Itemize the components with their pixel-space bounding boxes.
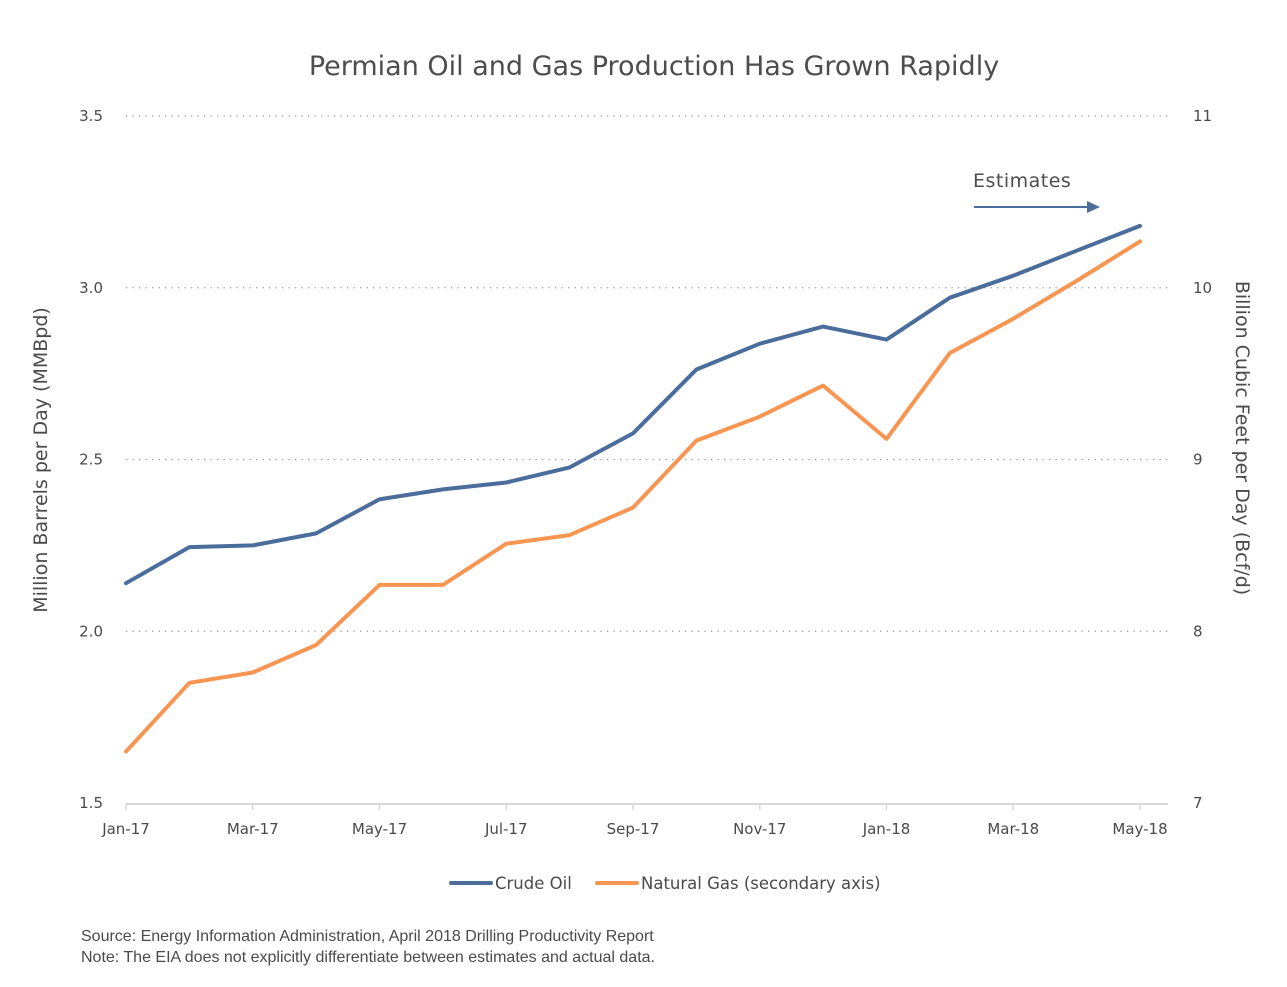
estimates-annotation: Estimates xyxy=(973,170,1100,213)
natural-gas-line xyxy=(124,239,1142,754)
y2-tick-label: 8 xyxy=(1193,622,1203,640)
y-tick-label: 3.5 xyxy=(79,107,103,125)
y-axis-title-left: Million Barrels per Day (MMBpd) xyxy=(30,307,52,613)
y-axis-left: 1.5 2.0 2.5 3.0 3.5 xyxy=(79,107,103,812)
y-tick-label: 1.5 xyxy=(79,794,103,812)
legend-label: Crude Oil xyxy=(495,874,572,893)
x-tick-label: Nov-17 xyxy=(733,820,786,838)
x-tick-label: Sep-17 xyxy=(607,820,660,838)
crude-oil-line xyxy=(124,223,1142,586)
gridlines xyxy=(126,115,1168,632)
footer: Source: Energy Information Administratio… xyxy=(81,926,655,968)
source-note: Source: Energy Information Administratio… xyxy=(81,928,654,945)
x-tick-label: May-18 xyxy=(1112,820,1167,838)
x-tick-label: Jul-17 xyxy=(484,820,528,838)
x-axis: Jan-17 Mar-17 May-17 Jul-17 Sep-17 Nov-17 Jan-… xyxy=(101,803,1168,838)
x-tick-label: Jan-17 xyxy=(101,820,150,838)
x-tick-label: May-17 xyxy=(352,820,407,838)
chart-title: Permian Oil and Gas Production Has Grown… xyxy=(309,51,999,82)
y-tick-label: 2.5 xyxy=(79,451,103,469)
estimates-label: Estimates xyxy=(973,170,1071,192)
y-tick-label: 2.0 xyxy=(79,622,103,640)
data-note: Note: The EIA does not explicitly differ… xyxy=(81,949,655,966)
x-tick-label: Jan-18 xyxy=(862,820,911,838)
y-tick-label: 3.0 xyxy=(79,279,103,297)
y2-tick-label: 10 xyxy=(1193,279,1212,297)
x-tick-label: Mar-18 xyxy=(987,820,1039,838)
y-axis-right: 7 8 9 10 11 xyxy=(1193,107,1212,812)
legend-label: Natural Gas (secondary axis) xyxy=(641,874,881,893)
y-axis-title-right: Billion Cubic Feet per Day (Bcf/d) xyxy=(1231,281,1253,595)
legend: Crude Oil Natural Gas (secondary axis) xyxy=(449,874,881,893)
y2-tick-label: 9 xyxy=(1193,451,1203,469)
x-tick-label: Mar-17 xyxy=(227,820,279,838)
series-lines xyxy=(124,223,1142,754)
y2-tick-label: 7 xyxy=(1193,794,1203,812)
arrow-right-icon xyxy=(1087,201,1100,213)
y2-tick-label: 11 xyxy=(1193,107,1212,125)
